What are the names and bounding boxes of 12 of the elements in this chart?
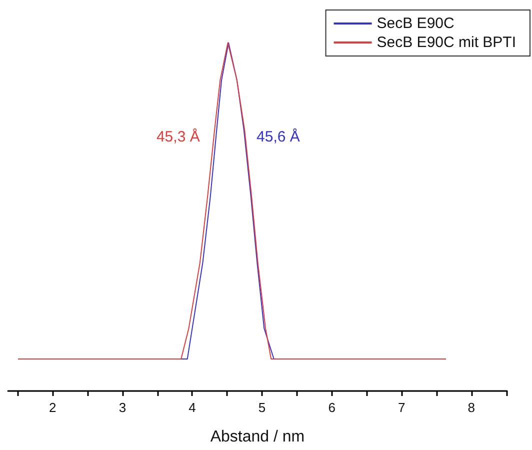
x-tick-label: 5 <box>258 400 266 415</box>
annotation: 45,6 Å <box>256 127 300 146</box>
x-tick-label: 6 <box>328 400 336 415</box>
x-axis-title: Abstand / nm <box>210 428 305 446</box>
x-tick-label: 3 <box>118 400 126 415</box>
legend-label: SecB E90C mit BPTI <box>376 34 516 51</box>
x-tick-label: 7 <box>398 400 406 415</box>
annotation: 45,3 Å <box>156 127 200 146</box>
x-tick-label: 4 <box>188 400 196 415</box>
x-tick-label: 8 <box>468 400 476 415</box>
legend-label: SecB E90C <box>376 15 454 32</box>
x-tick-label: 2 <box>49 400 56 415</box>
